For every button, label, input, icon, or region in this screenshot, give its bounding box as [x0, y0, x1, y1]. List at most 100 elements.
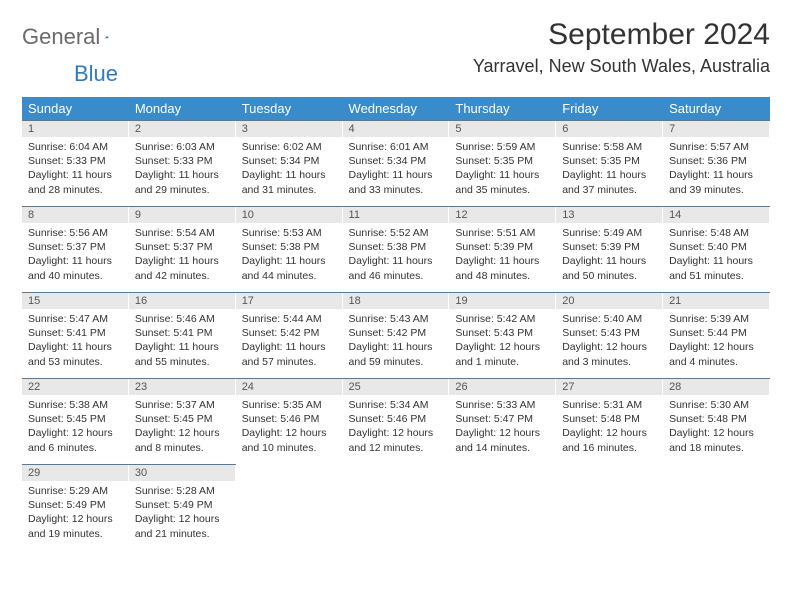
- sunrise-line: Sunrise: 5:38 AM: [28, 398, 123, 412]
- daylight-line: Daylight: 11 hours and 53 minutes.: [28, 340, 123, 368]
- daylight-line: Daylight: 11 hours and 35 minutes.: [455, 168, 550, 196]
- day-details: Sunrise: 5:44 AMSunset: 5:42 PMDaylight:…: [236, 309, 343, 373]
- sunset-line: Sunset: 5:40 PM: [669, 240, 764, 254]
- day-number: 12: [449, 207, 556, 223]
- day-number: 6: [556, 121, 663, 137]
- calendar-cell: 19Sunrise: 5:42 AMSunset: 5:43 PMDayligh…: [449, 293, 556, 379]
- calendar-cell: 22Sunrise: 5:38 AMSunset: 5:45 PMDayligh…: [22, 379, 129, 465]
- weekday-header: Tuesday: [236, 97, 343, 121]
- daylight-line: Daylight: 11 hours and 31 minutes.: [242, 168, 337, 196]
- day-number: 26: [449, 379, 556, 395]
- sunset-line: Sunset: 5:39 PM: [455, 240, 550, 254]
- calendar-cell: 2Sunrise: 6:03 AMSunset: 5:33 PMDaylight…: [129, 121, 236, 207]
- sunrise-line: Sunrise: 5:54 AM: [135, 226, 230, 240]
- sunrise-line: Sunrise: 5:53 AM: [242, 226, 337, 240]
- daylight-line: Daylight: 11 hours and 40 minutes.: [28, 254, 123, 282]
- calendar-week-row: 29Sunrise: 5:29 AMSunset: 5:49 PMDayligh…: [22, 465, 770, 551]
- sunset-line: Sunset: 5:48 PM: [669, 412, 764, 426]
- sunrise-line: Sunrise: 5:43 AM: [349, 312, 444, 326]
- daylight-line: Daylight: 12 hours and 12 minutes.: [349, 426, 444, 454]
- day-details: Sunrise: 5:58 AMSunset: 5:35 PMDaylight:…: [556, 137, 663, 201]
- sunset-line: Sunset: 5:38 PM: [349, 240, 444, 254]
- day-number: 8: [22, 207, 129, 223]
- sunrise-line: Sunrise: 5:57 AM: [669, 140, 764, 154]
- sunrise-line: Sunrise: 5:48 AM: [669, 226, 764, 240]
- daylight-line: Daylight: 12 hours and 18 minutes.: [669, 426, 764, 454]
- daylight-line: Daylight: 11 hours and 51 minutes.: [669, 254, 764, 282]
- sunset-line: Sunset: 5:49 PM: [28, 498, 123, 512]
- weekday-header: Monday: [129, 97, 236, 121]
- daylight-line: Daylight: 12 hours and 3 minutes.: [562, 340, 657, 368]
- day-number: 11: [343, 207, 450, 223]
- daylight-line: Daylight: 11 hours and 48 minutes.: [455, 254, 550, 282]
- calendar-cell: 3Sunrise: 6:02 AMSunset: 5:34 PMDaylight…: [236, 121, 343, 207]
- sunset-line: Sunset: 5:41 PM: [28, 326, 123, 340]
- calendar-cell: 18Sunrise: 5:43 AMSunset: 5:42 PMDayligh…: [343, 293, 450, 379]
- day-details: Sunrise: 6:01 AMSunset: 5:34 PMDaylight:…: [343, 137, 450, 201]
- weekday-header: Thursday: [449, 97, 556, 121]
- daylight-line: Daylight: 11 hours and 28 minutes.: [28, 168, 123, 196]
- sunrise-line: Sunrise: 6:01 AM: [349, 140, 444, 154]
- calendar-header-row: SundayMondayTuesdayWednesdayThursdayFrid…: [22, 97, 770, 121]
- sunset-line: Sunset: 5:34 PM: [242, 154, 337, 168]
- sunset-line: Sunset: 5:38 PM: [242, 240, 337, 254]
- calendar-cell: 5Sunrise: 5:59 AMSunset: 5:35 PMDaylight…: [449, 121, 556, 207]
- day-details: Sunrise: 5:57 AMSunset: 5:36 PMDaylight:…: [663, 137, 770, 201]
- sunset-line: Sunset: 5:36 PM: [669, 154, 764, 168]
- calendar-cell: [449, 465, 556, 551]
- sunset-line: Sunset: 5:42 PM: [349, 326, 444, 340]
- day-details: Sunrise: 5:43 AMSunset: 5:42 PMDaylight:…: [343, 309, 450, 373]
- day-details: Sunrise: 6:02 AMSunset: 5:34 PMDaylight:…: [236, 137, 343, 201]
- daylight-line: Daylight: 11 hours and 57 minutes.: [242, 340, 337, 368]
- calendar-body: 1Sunrise: 6:04 AMSunset: 5:33 PMDaylight…: [22, 121, 770, 551]
- calendar-cell: 17Sunrise: 5:44 AMSunset: 5:42 PMDayligh…: [236, 293, 343, 379]
- month-title: September 2024: [473, 18, 770, 52]
- calendar-cell: 7Sunrise: 5:57 AMSunset: 5:36 PMDaylight…: [663, 121, 770, 207]
- day-number: 3: [236, 121, 343, 137]
- calendar-cell: [236, 465, 343, 551]
- calendar-cell: 20Sunrise: 5:40 AMSunset: 5:43 PMDayligh…: [556, 293, 663, 379]
- sunset-line: Sunset: 5:41 PM: [135, 326, 230, 340]
- day-details: Sunrise: 5:46 AMSunset: 5:41 PMDaylight:…: [129, 309, 236, 373]
- calendar-cell: 4Sunrise: 6:01 AMSunset: 5:34 PMDaylight…: [343, 121, 450, 207]
- day-number: 19: [449, 293, 556, 309]
- sunrise-line: Sunrise: 5:34 AM: [349, 398, 444, 412]
- day-number: 25: [343, 379, 450, 395]
- daylight-line: Daylight: 11 hours and 44 minutes.: [242, 254, 337, 282]
- day-details: Sunrise: 5:34 AMSunset: 5:46 PMDaylight:…: [343, 395, 450, 459]
- weekday-header: Saturday: [663, 97, 770, 121]
- calendar-cell: 8Sunrise: 5:56 AMSunset: 5:37 PMDaylight…: [22, 207, 129, 293]
- sunrise-line: Sunrise: 5:59 AM: [455, 140, 550, 154]
- day-details: Sunrise: 5:51 AMSunset: 5:39 PMDaylight:…: [449, 223, 556, 287]
- sunset-line: Sunset: 5:46 PM: [349, 412, 444, 426]
- calendar-cell: 25Sunrise: 5:34 AMSunset: 5:46 PMDayligh…: [343, 379, 450, 465]
- day-details: Sunrise: 5:40 AMSunset: 5:43 PMDaylight:…: [556, 309, 663, 373]
- daylight-line: Daylight: 11 hours and 46 minutes.: [349, 254, 444, 282]
- calendar-cell: 27Sunrise: 5:31 AMSunset: 5:48 PMDayligh…: [556, 379, 663, 465]
- logo-sail-icon: [105, 28, 109, 46]
- day-number: 14: [663, 207, 770, 223]
- sunrise-line: Sunrise: 5:33 AM: [455, 398, 550, 412]
- day-number: 20: [556, 293, 663, 309]
- calendar-week-row: 15Sunrise: 5:47 AMSunset: 5:41 PMDayligh…: [22, 293, 770, 379]
- day-number: 29: [22, 465, 129, 481]
- sunrise-line: Sunrise: 5:29 AM: [28, 484, 123, 498]
- calendar-cell: 13Sunrise: 5:49 AMSunset: 5:39 PMDayligh…: [556, 207, 663, 293]
- day-details: Sunrise: 6:04 AMSunset: 5:33 PMDaylight:…: [22, 137, 129, 201]
- sunset-line: Sunset: 5:43 PM: [562, 326, 657, 340]
- daylight-line: Daylight: 11 hours and 37 minutes.: [562, 168, 657, 196]
- daylight-line: Daylight: 12 hours and 8 minutes.: [135, 426, 230, 454]
- day-details: Sunrise: 5:29 AMSunset: 5:49 PMDaylight:…: [22, 481, 129, 545]
- day-details: Sunrise: 5:31 AMSunset: 5:48 PMDaylight:…: [556, 395, 663, 459]
- day-details: Sunrise: 5:37 AMSunset: 5:45 PMDaylight:…: [129, 395, 236, 459]
- sunrise-line: Sunrise: 6:02 AM: [242, 140, 337, 154]
- day-number: 28: [663, 379, 770, 395]
- daylight-line: Daylight: 11 hours and 50 minutes.: [562, 254, 657, 282]
- day-number: 18: [343, 293, 450, 309]
- calendar-cell: 6Sunrise: 5:58 AMSunset: 5:35 PMDaylight…: [556, 121, 663, 207]
- calendar-cell: 30Sunrise: 5:28 AMSunset: 5:49 PMDayligh…: [129, 465, 236, 551]
- day-number: 21: [663, 293, 770, 309]
- title-block: September 2024 Yarravel, New South Wales…: [473, 18, 770, 77]
- day-number: 1: [22, 121, 129, 137]
- calendar-cell: [663, 465, 770, 551]
